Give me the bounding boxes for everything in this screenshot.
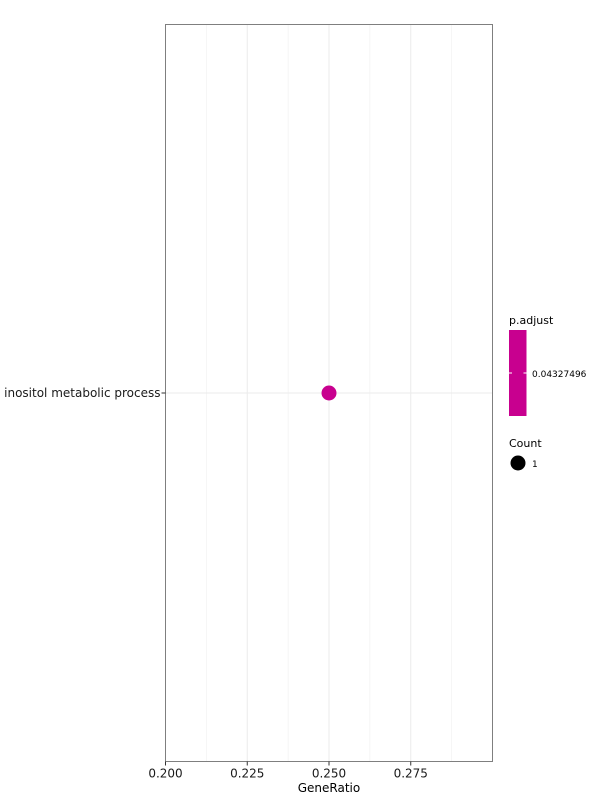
data-points bbox=[321, 385, 337, 401]
x-tick-label: 0.275 bbox=[394, 767, 428, 781]
legend-size-title: Count bbox=[509, 437, 542, 450]
colorbar bbox=[509, 330, 527, 416]
y-tick-label: inositol metabolic process bbox=[4, 386, 160, 400]
x-tick-label: 0.225 bbox=[230, 767, 264, 781]
y-axis: inositol metabolic process bbox=[4, 386, 166, 400]
data-point bbox=[321, 385, 337, 401]
x-tick-label: 0.250 bbox=[312, 767, 346, 781]
legend-size-label: 1 bbox=[532, 460, 538, 470]
legend-color-title: p.adjust bbox=[509, 314, 554, 327]
legend-size-key bbox=[510, 455, 526, 471]
x-axis: 0.200 0.225 0.250 0.275 bbox=[148, 761, 428, 781]
colorbar-label: 0.04327496 bbox=[532, 370, 587, 380]
x-axis-title: GeneRatio bbox=[298, 781, 360, 795]
legend: p.adjust 0.04327496 Count 1 bbox=[509, 314, 587, 471]
x-tick-label: 0.200 bbox=[148, 767, 182, 781]
